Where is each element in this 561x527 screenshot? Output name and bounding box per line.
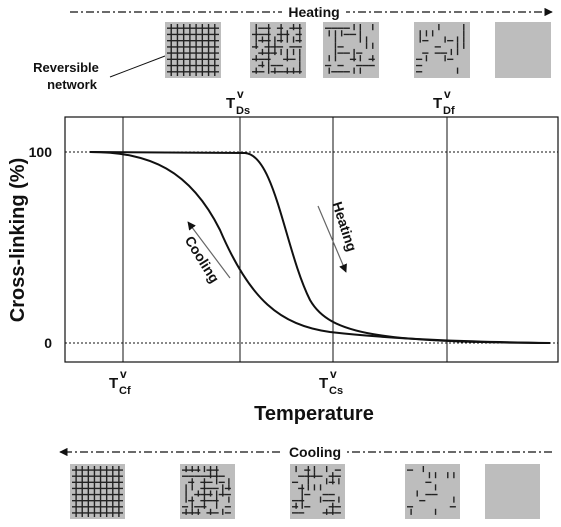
network-square — [405, 464, 460, 519]
temp-mark-sup: v — [237, 87, 244, 101]
network-squares — [70, 22, 551, 519]
curve-label: Heating — [329, 200, 360, 254]
y-tick-label: 0 — [44, 335, 52, 351]
heating-label: Heating — [288, 4, 339, 20]
label-bg — [283, 443, 347, 461]
cooling-curve — [89, 151, 551, 344]
temp-mark-sub: Cf — [119, 385, 131, 397]
cooling-direction — [187, 221, 231, 279]
network-square — [485, 464, 540, 519]
temp-mark-sup: v — [330, 367, 337, 381]
temp-mark-base: T — [433, 95, 442, 112]
network-square — [290, 464, 345, 519]
y-axis-label: Cross-linking (%) — [7, 158, 29, 322]
temp-mark-base: T — [109, 375, 118, 392]
label-bg — [282, 3, 346, 21]
temp-mark-sup: v — [444, 87, 451, 101]
network-square — [414, 22, 470, 78]
network-square — [180, 464, 235, 519]
network-label: network — [47, 77, 98, 92]
temp-mark-sub: Ds — [236, 105, 250, 117]
x-axis-label: Temperature — [254, 403, 374, 425]
heating-direction — [317, 205, 347, 273]
temp-mark-base: T — [226, 95, 235, 112]
temp-mark-sub: Df — [443, 105, 455, 117]
temp-mark-sub: Cs — [329, 385, 343, 397]
cooling-label: Cooling — [289, 444, 341, 460]
temp-mark-sup: v — [120, 367, 127, 381]
network-square — [70, 464, 125, 519]
network-label: Reversible — [33, 60, 99, 75]
network-square — [250, 22, 306, 78]
heating-curve — [89, 151, 551, 344]
network-square — [323, 22, 379, 78]
temp-mark-base: T — [319, 375, 328, 392]
y-tick-label: 100 — [29, 144, 53, 160]
network-square — [165, 22, 221, 78]
plot-frame — [64, 116, 559, 363]
pointer-line — [109, 55, 166, 78]
network-square — [495, 22, 551, 78]
